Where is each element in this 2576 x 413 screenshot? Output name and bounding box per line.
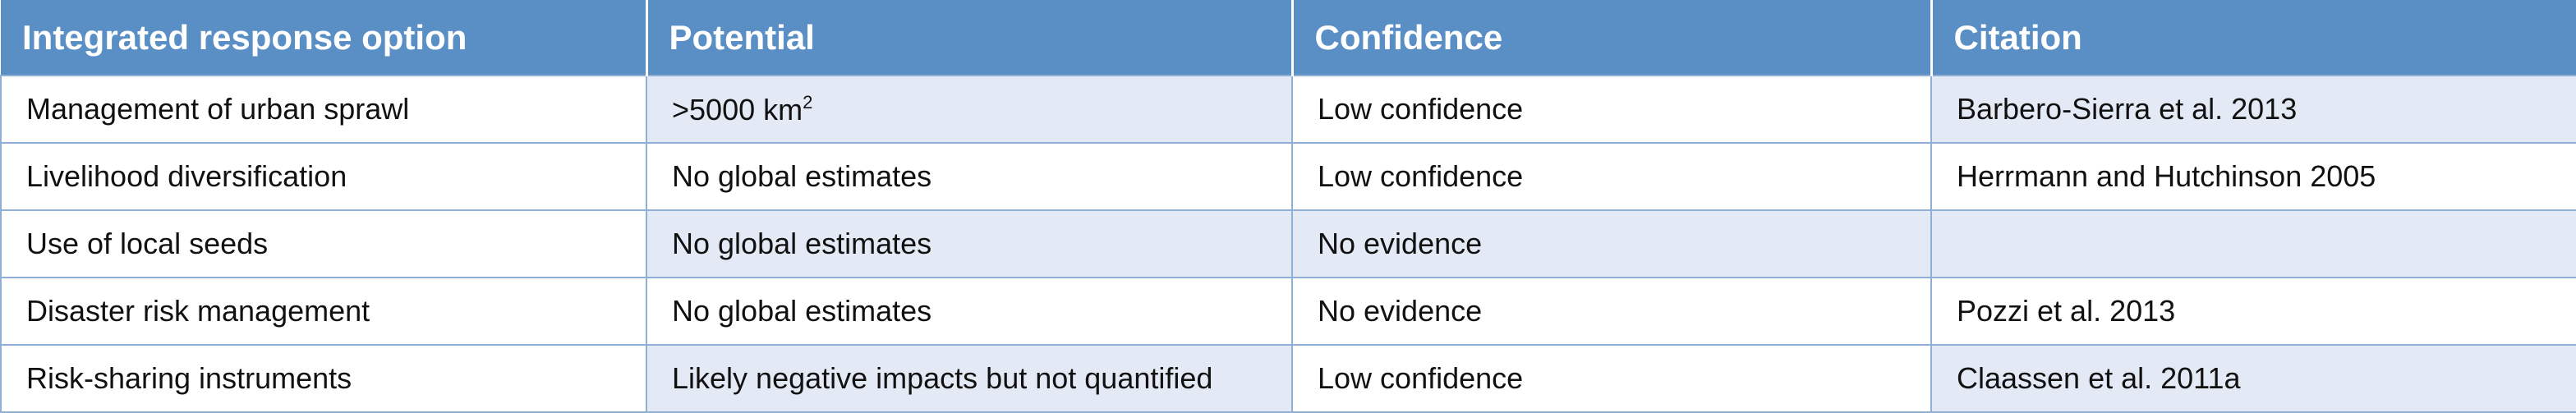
- potential-cell: No global estimates: [646, 209, 1293, 278]
- potential-value: >5000 km: [672, 92, 803, 126]
- table-row: Management of urban sprawl >5000 km2 Low…: [0, 75, 2576, 144]
- citation-cell: [1930, 209, 2576, 278]
- citation-cell: Pozzi et al. 2013: [1930, 277, 2576, 346]
- header-confidence: Confidence: [1292, 0, 1933, 76]
- option-cell: Disaster risk management: [0, 277, 647, 346]
- option-cell: Use of local seeds: [0, 209, 647, 278]
- potential-cell: Likely negative impacts but not quantifi…: [646, 344, 1293, 413]
- table-row: Risk-sharing instruments Likely negative…: [0, 344, 2576, 413]
- option-cell: Livelihood diversification: [0, 142, 647, 211]
- confidence-cell: Low confidence: [1291, 75, 1932, 144]
- table-row: Disaster risk management No global estim…: [0, 277, 2576, 346]
- option-cell: Risk-sharing instruments: [0, 344, 647, 413]
- table-row: Use of local seeds No global estimates N…: [0, 209, 2576, 278]
- potential-cell: No global estimates: [646, 277, 1293, 346]
- potential-superscript: 2: [803, 91, 813, 112]
- header-citation: Citation: [1953, 17, 2082, 57]
- table-row: Livelihood diversification No global est…: [0, 142, 2576, 211]
- header-potential: Potential: [646, 0, 1294, 76]
- header-option: Integrated response option: [1, 0, 648, 76]
- confidence-cell: No evidence: [1291, 277, 1932, 346]
- option-cell: Management of urban sprawl: [0, 75, 647, 144]
- potential-cell: No global estimates: [646, 142, 1293, 211]
- confidence-cell: Low confidence: [1291, 142, 1932, 211]
- citation-cell: Herrmann and Hutchinson 2005: [1930, 142, 2576, 211]
- citation-cell: Claassen et al. 2011a: [1930, 344, 2576, 413]
- confidence-cell: No evidence: [1291, 209, 1932, 278]
- confidence-cell: Low confidence: [1291, 344, 1932, 413]
- header-row: Integrated response option Potential Con…: [1, 0, 2576, 76]
- potential-cell: >5000 km2: [646, 75, 1293, 144]
- citation-cell: Barbero-Sierra et al. 2013: [1930, 75, 2576, 144]
